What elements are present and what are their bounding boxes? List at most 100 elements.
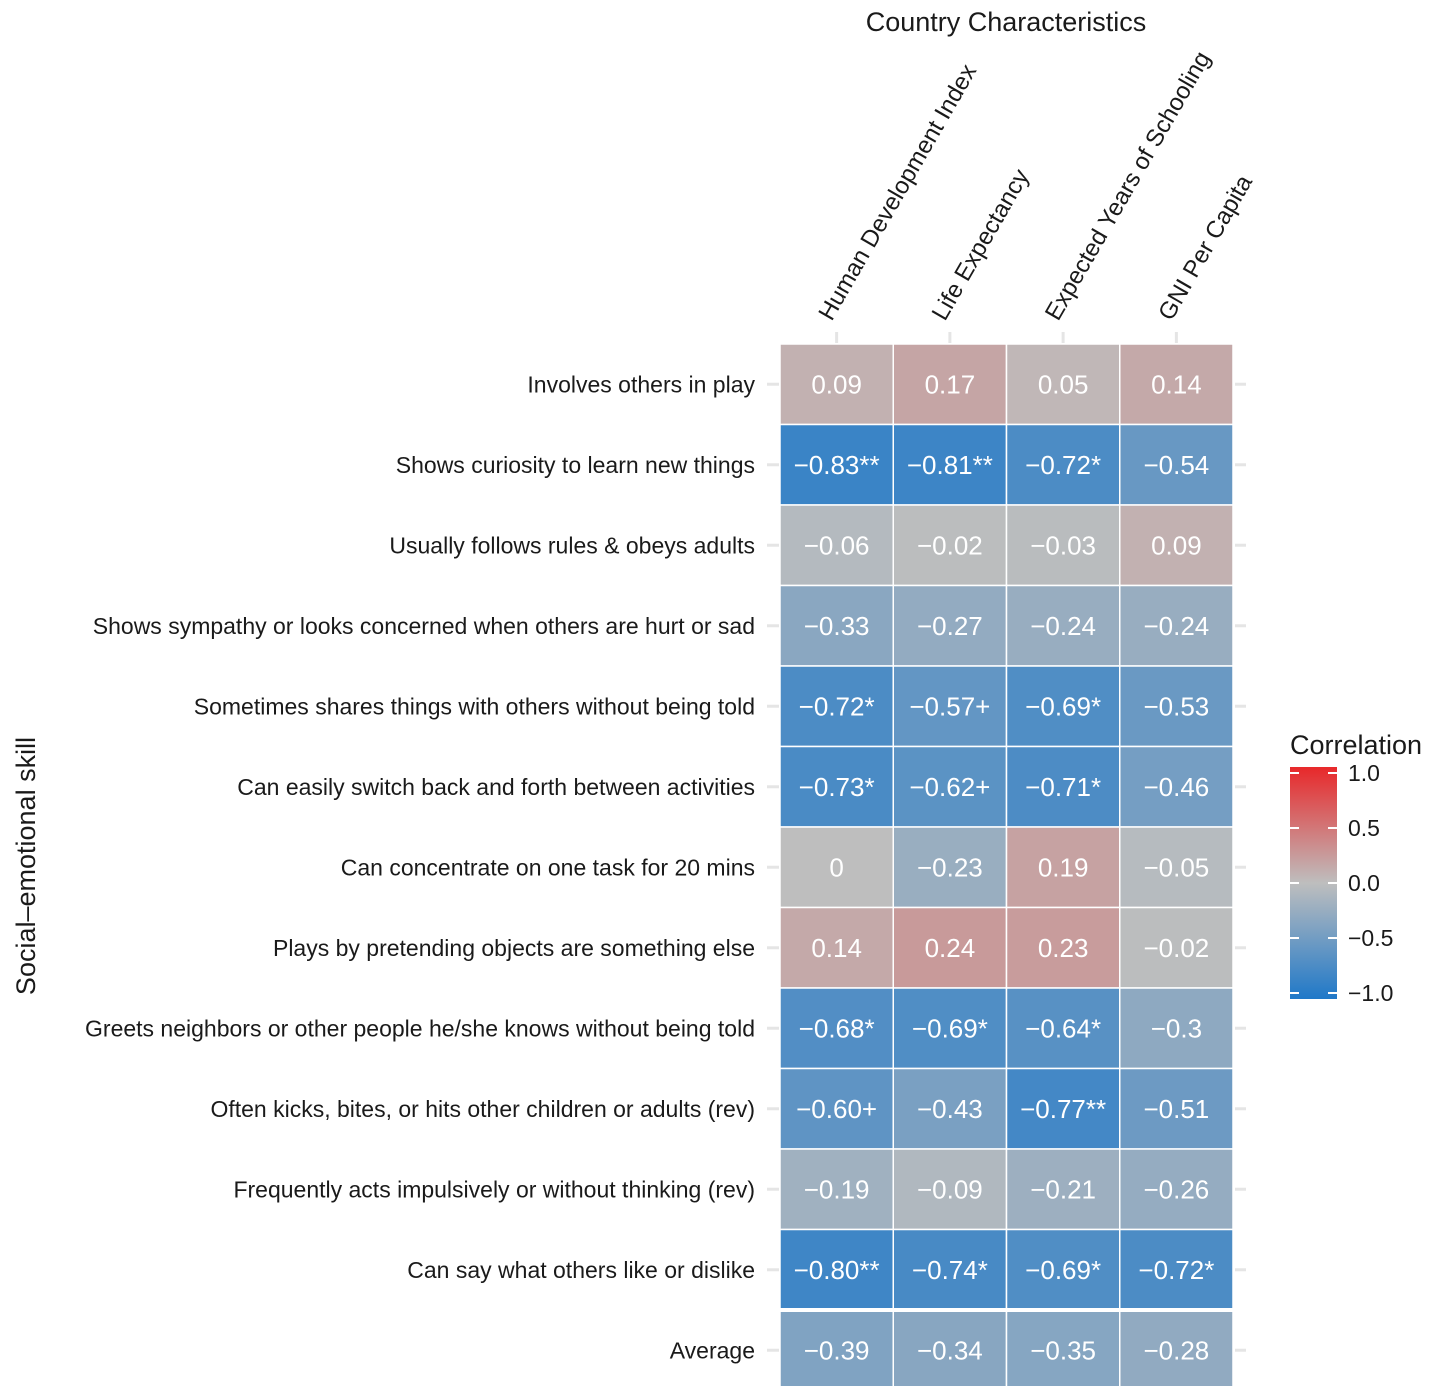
heatmap-cell <box>892 504 1008 587</box>
heatmap-cell <box>1119 1309 1234 1386</box>
cell-value-label: 0 <box>829 852 843 882</box>
cell-value-label: 0.14 <box>1151 369 1202 399</box>
cell-value-label: −0.02 <box>917 530 983 560</box>
heatmap-cell <box>1005 906 1121 989</box>
y-tick-label: Shows sympathy or looks concerned when o… <box>93 613 755 639</box>
cell-value-label: −0.81** <box>907 450 993 480</box>
heatmap-cell <box>1119 745 1234 828</box>
y-axis-title: Social–emotional skill <box>11 737 41 995</box>
heatmap-cell <box>1119 1228 1234 1311</box>
cell-value-label: −0.53 <box>1143 691 1209 721</box>
y-tick-label: Shows curiosity to learn new things <box>396 452 755 478</box>
cell-value-label: −0.57+ <box>909 691 990 721</box>
cell-value-label: −0.06 <box>804 530 870 560</box>
y-tick-label: Can concentrate on one task for 20 mins <box>341 854 755 880</box>
cell-value-label: −0.64* <box>1025 1013 1101 1043</box>
y-axis-ticks: Involves others in play Shows curiosity t… <box>85 371 1246 1363</box>
y-tick-label: Often kicks, bites, or hits other childr… <box>210 1096 755 1122</box>
cell-value-label: 0.19 <box>1038 852 1089 882</box>
heatmap-cell <box>892 1148 1008 1231</box>
cell-value-label: −0.83** <box>794 450 880 480</box>
cell-value-label: −0.26 <box>1143 1174 1209 1204</box>
heatmap-cell <box>892 665 1008 748</box>
cell-value-label: −0.28 <box>1143 1335 1209 1365</box>
cell-value-label: 0.24 <box>925 933 976 963</box>
heatmap-cell <box>1005 1067 1121 1150</box>
heatmap-cell <box>1005 745 1121 828</box>
cell-labels: 0.09 0.17 0.05 0.14 −0.83** −0.81** −0.72* −0.5… <box>794 369 1215 1365</box>
cell-value-label: −0.21 <box>1030 1174 1096 1204</box>
legend-tick-label: 0.5 <box>1348 815 1380 841</box>
x-tick-label: Life Expectancy <box>927 165 1035 325</box>
heatmap-cell <box>1005 1228 1121 1311</box>
heatmap-cell <box>779 906 894 989</box>
heatmap-cell <box>779 1067 894 1150</box>
heatmap-cell <box>1005 1148 1121 1231</box>
cell-value-label: −0.69* <box>1025 1255 1101 1285</box>
y-tick-label: Can easily switch back and forth between… <box>237 774 755 800</box>
legend-tick-label: −0.5 <box>1348 925 1393 951</box>
heatmap-cell <box>1005 665 1121 748</box>
heatmap-cell <box>779 745 894 828</box>
legend-tick-label: 1.0 <box>1348 760 1380 786</box>
x-tick-label: GNI Per Capita <box>1153 170 1258 325</box>
legend-tick-label: 0.0 <box>1348 870 1380 896</box>
heatmap-cell <box>779 343 894 426</box>
cell-value-label: −0.34 <box>917 1335 983 1365</box>
heatmap-cell <box>1119 1148 1234 1231</box>
y-tick-label: Sometimes shares things with others with… <box>194 693 755 719</box>
heatmap-cell <box>892 423 1008 506</box>
legend-tick-label: −1.0 <box>1348 980 1393 1006</box>
heatmap-cell <box>1119 826 1234 909</box>
cell-value-label: −0.72* <box>799 691 875 721</box>
cell-value-label: −0.35 <box>1030 1335 1096 1365</box>
heatmap-cells <box>779 343 1234 1386</box>
heatmap-cell <box>779 665 894 748</box>
y-tick-label: Frequently acts impulsively or without t… <box>233 1176 755 1202</box>
heatmap-cell <box>1005 1309 1121 1386</box>
cell-value-label: −0.19 <box>804 1174 870 1204</box>
y-tick-label: Greets neighbors or other people he/she … <box>85 1015 755 1041</box>
color-legend: Correlation 1.0 0.5 0.0 −0.5 −1.0 <box>1290 730 1422 1006</box>
heatmap-cell <box>892 745 1008 828</box>
y-tick-label: Plays by pretending objects are somethin… <box>273 935 755 961</box>
cell-value-label: −0.60+ <box>796 1094 877 1124</box>
heatmap-cell <box>1005 826 1121 909</box>
heatmap-cell <box>1119 343 1234 426</box>
cell-value-label: −0.43 <box>917 1094 983 1124</box>
cell-value-label: −0.72* <box>1025 450 1101 480</box>
cell-value-label: 0.09 <box>1151 530 1202 560</box>
y-tick-label: Can say what others like or dislike <box>407 1257 755 1283</box>
y-tick-label: Average <box>670 1337 755 1363</box>
heatmap-cell <box>1119 987 1234 1070</box>
heatmap-cell <box>779 1309 894 1386</box>
cell-value-label: −0.74* <box>912 1255 988 1285</box>
cell-value-label: 0.23 <box>1038 933 1089 963</box>
cell-value-label: −0.77** <box>1020 1094 1106 1124</box>
cell-value-label: −0.46 <box>1143 772 1209 802</box>
cell-value-label: −0.80** <box>794 1255 880 1285</box>
cell-value-label: −0.09 <box>917 1174 983 1204</box>
cell-value-label: −0.05 <box>1143 852 1209 882</box>
cell-value-label: 0.09 <box>811 369 862 399</box>
cell-value-label: −0.54 <box>1143 450 1209 480</box>
cell-value-label: −0.51 <box>1143 1094 1209 1124</box>
heatmap-cell <box>892 1228 1008 1311</box>
heatmap-cell <box>1119 584 1234 667</box>
cell-value-label: −0.27 <box>917 611 983 641</box>
heatmap-cell <box>1119 1067 1234 1150</box>
heatmap-cell <box>779 826 894 909</box>
y-tick-label: Involves others in play <box>527 371 755 397</box>
cell-value-label: −0.02 <box>1143 933 1209 963</box>
cell-value-label: −0.68* <box>799 1013 875 1043</box>
cell-value-label: 0.17 <box>925 369 976 399</box>
cell-value-label: −0.24 <box>1143 611 1209 641</box>
heatmap-cell <box>1119 504 1234 587</box>
cell-value-label: −0.24 <box>1030 611 1096 641</box>
cell-value-label: −0.03 <box>1030 530 1096 560</box>
heatmap-cell <box>892 584 1008 667</box>
heatmap-cell <box>1119 423 1234 506</box>
cell-value-label: −0.39 <box>804 1335 870 1365</box>
